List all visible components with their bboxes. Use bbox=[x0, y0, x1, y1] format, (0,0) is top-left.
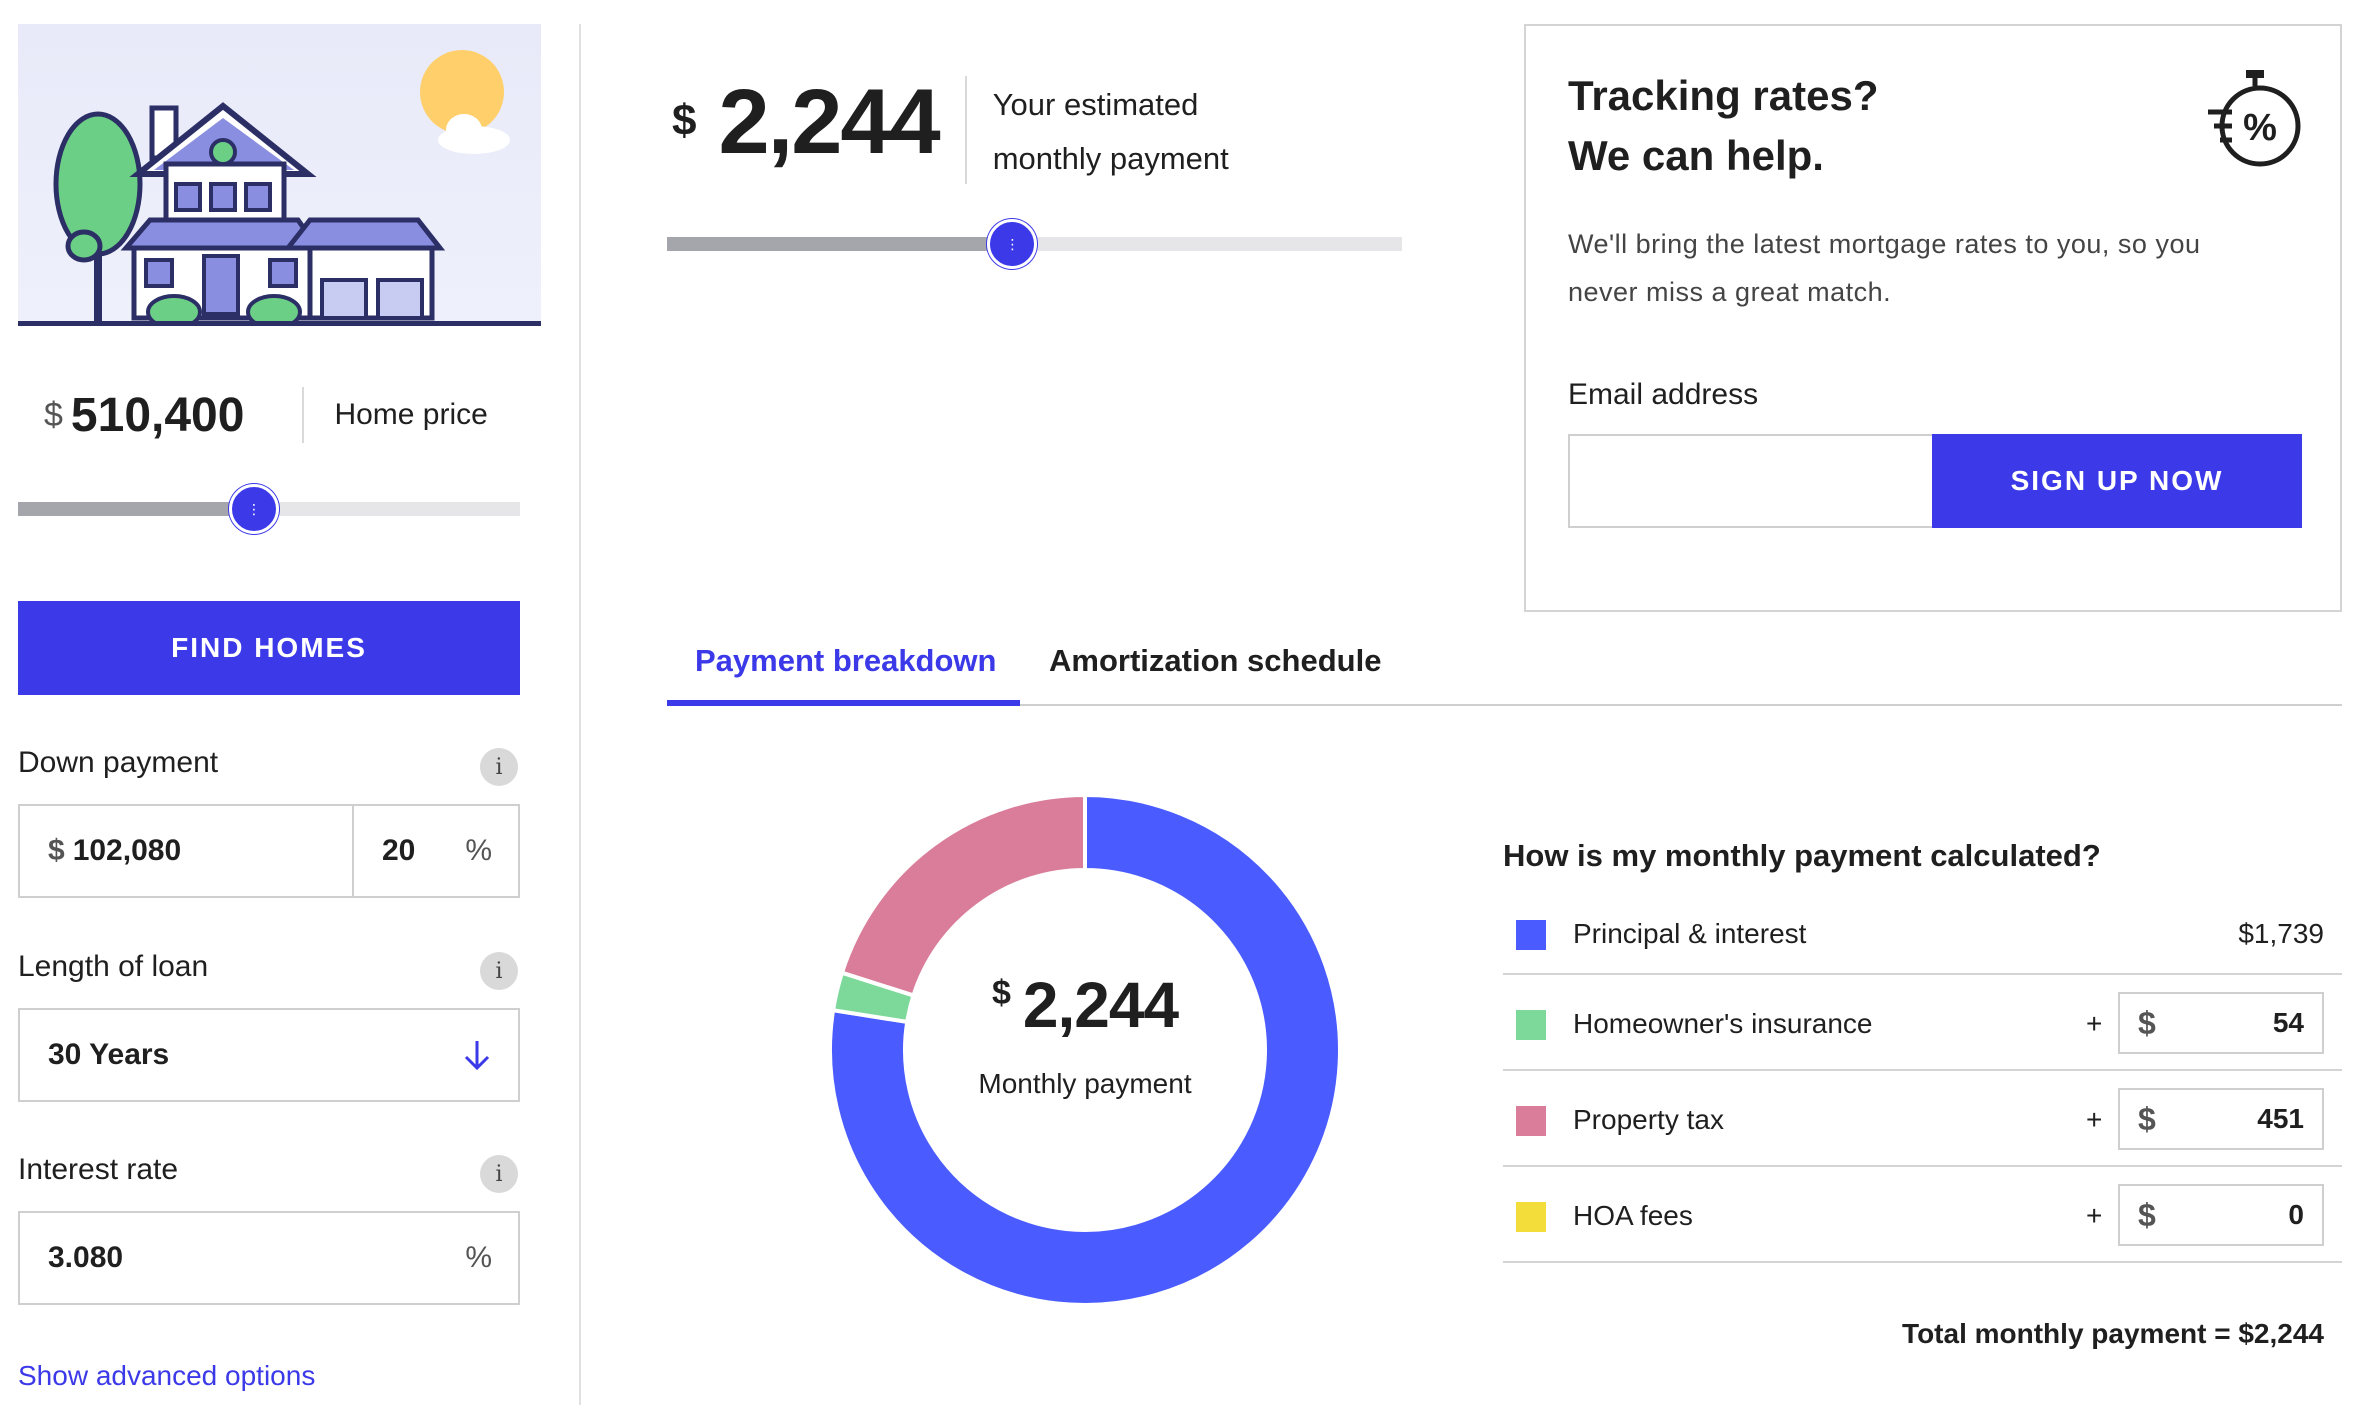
down-payment-amount-value: 102,080 bbox=[72, 834, 182, 867]
home-price-slider[interactable]: ⋮ bbox=[18, 484, 520, 534]
estimated-payment-divider bbox=[964, 76, 967, 184]
home-price-value[interactable]: 510,400 bbox=[70, 388, 245, 442]
hoa-fees-value: 0 bbox=[2288, 1199, 2304, 1230]
tabs-underline bbox=[667, 704, 2342, 706]
promo-text-line1: We'll bring the latest mortgage rates to… bbox=[1568, 229, 2201, 259]
house-illustration bbox=[18, 24, 541, 326]
loan-length-value: 30 Years bbox=[48, 1038, 170, 1071]
down-payment-label: Down payment bbox=[18, 746, 219, 779]
percent-icon: % bbox=[465, 834, 492, 867]
email-label: Email address bbox=[1568, 378, 1759, 411]
hoa-fees-input[interactable]: $ 0 bbox=[2118, 1184, 2324, 1246]
monthly-payment-slider[interactable]: ⋮ bbox=[667, 219, 1402, 269]
down-payment-amount-input[interactable]: $ 102,080 bbox=[18, 804, 354, 898]
row-divider bbox=[1503, 1069, 2342, 1071]
currency-icon: $ bbox=[2138, 1196, 2156, 1233]
rate-tracking-card: Tracking rates? We can help. % We'll bri… bbox=[1524, 24, 2342, 612]
down-payment-percent-value: 20 bbox=[382, 834, 416, 867]
estimated-payment-label-line2: monthly payment bbox=[992, 141, 1229, 176]
loan-length-label: Length of loan bbox=[18, 950, 209, 983]
email-input[interactable] bbox=[1568, 434, 1934, 528]
home-price-display: $ 510,400 Home price bbox=[44, 385, 488, 445]
donut-center-currency: $ bbox=[991, 974, 1011, 1012]
row-divider bbox=[1503, 1261, 2342, 1263]
row-divider bbox=[1503, 1165, 2342, 1167]
plus-icon: + bbox=[2086, 1200, 2103, 1231]
currency-icon: $ bbox=[2138, 1004, 2156, 1041]
active-tab-indicator bbox=[667, 700, 1020, 706]
sign-up-button[interactable]: SIGN UP NOW bbox=[1932, 434, 2302, 528]
interest-rate-label: Interest rate bbox=[18, 1153, 179, 1186]
interest-rate-info-icon[interactable]: i bbox=[480, 1155, 518, 1193]
breakdown-title: How is my monthly payment calculated? bbox=[1503, 838, 2101, 873]
promo-title-line1: Tracking rates? bbox=[1568, 72, 1879, 119]
show-advanced-options-link[interactable]: Show advanced options bbox=[18, 1360, 316, 1391]
property-tax-label: Property tax bbox=[1573, 1104, 1724, 1135]
donut-center-amount: $ 2,244 bbox=[825, 968, 1345, 1042]
monthly-payment-slider-fill bbox=[667, 237, 1013, 251]
promo-title-line2: We can help. bbox=[1568, 132, 1824, 179]
property-tax-input[interactable]: $ 451 bbox=[2118, 1088, 2324, 1150]
property-tax-swatch bbox=[1516, 1106, 1546, 1136]
home-price-label: Home price bbox=[334, 398, 488, 431]
tab-amortization-schedule[interactable]: Amortization schedule bbox=[1049, 643, 1382, 678]
principal-interest-label: Principal & interest bbox=[1573, 918, 1807, 949]
donut-center-value: 2,244 bbox=[1022, 969, 1179, 1041]
loan-length-select[interactable]: 30 Years bbox=[18, 1008, 520, 1102]
principal-interest-swatch bbox=[1516, 920, 1546, 950]
estimated-payment-currency: $ bbox=[672, 96, 697, 145]
estimated-payment-amount: 2,244 bbox=[718, 71, 940, 173]
principal-interest-slice bbox=[828, 792, 1342, 1307]
estimated-payment-label-line1: Your estimated bbox=[992, 87, 1199, 122]
payment-donut-chart bbox=[828, 792, 1342, 1307]
plus-icon: + bbox=[2086, 1008, 2103, 1039]
home-price-divider bbox=[302, 387, 305, 443]
loan-length-info-icon[interactable]: i bbox=[480, 952, 518, 990]
percent-icon: % bbox=[465, 1241, 492, 1274]
hoa-fees-swatch bbox=[1516, 1202, 1546, 1232]
find-homes-button[interactable]: FIND HOMES bbox=[18, 601, 520, 695]
down-payment-info-icon[interactable]: i bbox=[480, 748, 518, 786]
donut-center-label: Monthly payment bbox=[978, 1068, 1192, 1099]
house-icon bbox=[53, 50, 510, 321]
svg-text:%: % bbox=[2243, 107, 2277, 149]
total-monthly-payment: Total monthly payment = $2,244 bbox=[1902, 1318, 2324, 1349]
promo-text-line2: never miss a great match. bbox=[1568, 277, 1892, 307]
interest-rate-value: 3.080 bbox=[48, 1241, 124, 1274]
home-price-currency: $ bbox=[44, 395, 63, 434]
rate-timer-icon: % bbox=[2208, 70, 2301, 167]
property-tax-slice bbox=[839, 792, 1087, 998]
home-price-slider-fill bbox=[18, 502, 254, 516]
interest-rate-input[interactable]: 3.080 % bbox=[18, 1211, 520, 1305]
home-price-slider-handle[interactable]: ⋮ bbox=[228, 484, 279, 534]
row-divider bbox=[1503, 973, 2342, 975]
principal-interest-value: $1,739 bbox=[2238, 918, 2324, 949]
homeowners-insurance-swatch bbox=[1516, 1010, 1546, 1040]
currency-icon: $ bbox=[2138, 1100, 2156, 1137]
hoa-fees-label: HOA fees bbox=[1573, 1200, 1693, 1231]
column-divider bbox=[579, 24, 581, 1405]
property-tax-value: 451 bbox=[2257, 1103, 2304, 1134]
homeowners-insurance-label: Homeowner's insurance bbox=[1573, 1008, 1873, 1039]
homeowners-insurance-value: 54 bbox=[2272, 1007, 2304, 1038]
plus-icon: + bbox=[2086, 1104, 2103, 1135]
arrow-down-icon bbox=[464, 1041, 490, 1071]
down-payment-percent-input[interactable]: 20 % bbox=[352, 804, 520, 898]
tab-payment-breakdown[interactable]: Payment breakdown bbox=[695, 643, 997, 678]
down-payment-currency: $ bbox=[48, 834, 65, 867]
homeowners-insurance-input[interactable]: $ 54 bbox=[2118, 992, 2324, 1054]
monthly-payment-slider-handle[interactable]: ⋮ bbox=[987, 219, 1038, 269]
estimated-payment-display: $ 2,244 Your estimated monthly payment bbox=[672, 70, 1229, 186]
